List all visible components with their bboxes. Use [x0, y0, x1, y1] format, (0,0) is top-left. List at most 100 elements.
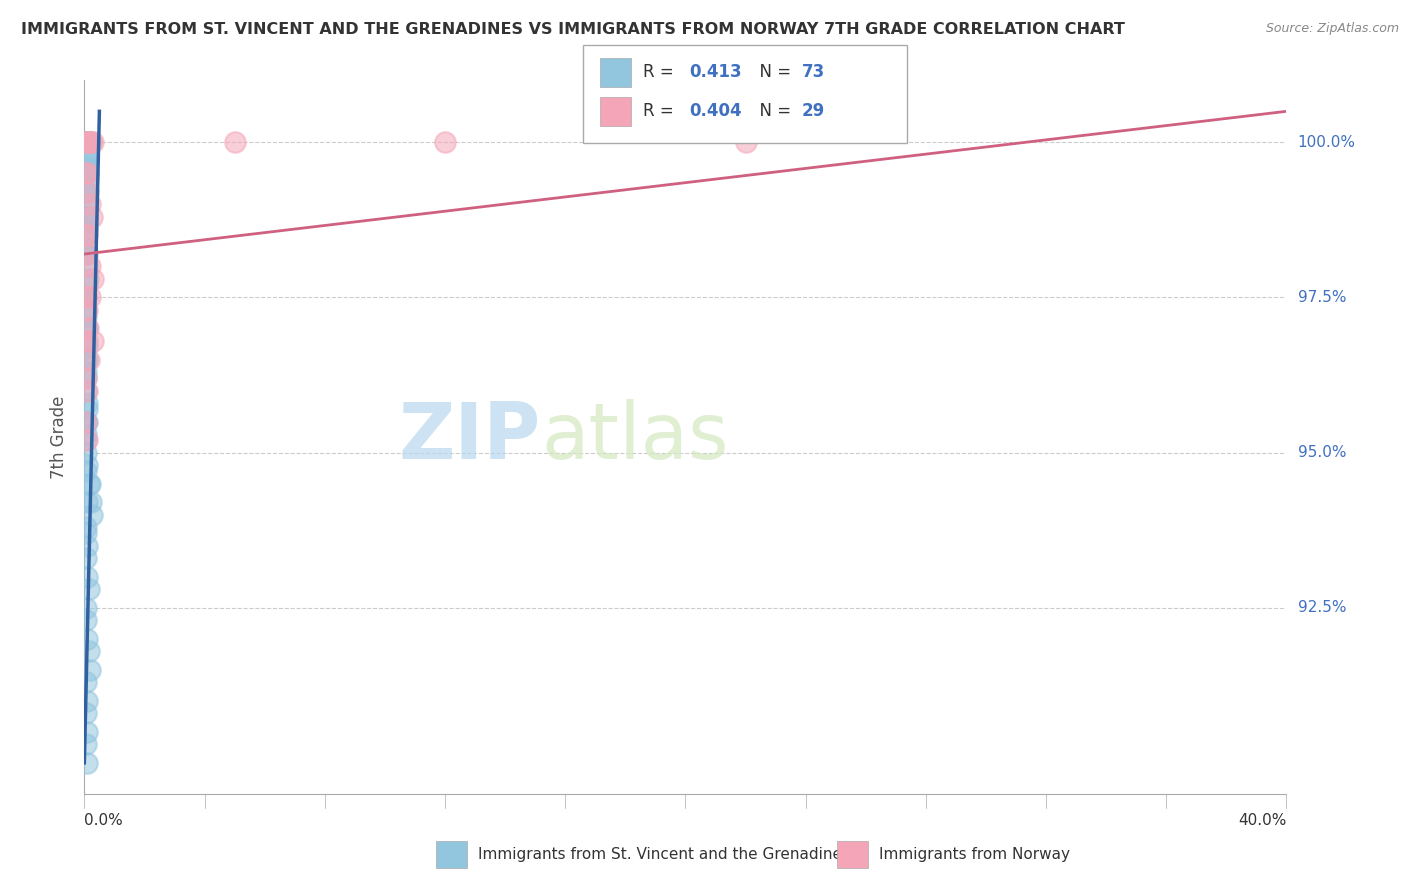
- Text: R =: R =: [643, 63, 679, 81]
- Point: [75, 302, 97, 317]
- Point: [77, 166, 100, 180]
- Point: [75, 384, 97, 398]
- Point: [76, 136, 98, 150]
- Point: [75, 178, 97, 193]
- Text: R =: R =: [643, 103, 679, 120]
- Y-axis label: 7th Grade: 7th Grade: [49, 395, 67, 479]
- Point: [79, 260, 101, 274]
- Point: [76, 136, 98, 150]
- Point: [75, 247, 97, 261]
- Point: [75, 427, 97, 442]
- Text: 73: 73: [801, 63, 825, 81]
- Point: [75, 464, 97, 478]
- Point: [76, 539, 98, 553]
- Point: [79, 197, 101, 211]
- Point: [76, 415, 98, 429]
- Text: Source: ZipAtlas.com: Source: ZipAtlas.com: [1265, 22, 1399, 36]
- Text: 97.5%: 97.5%: [1298, 290, 1346, 305]
- Point: [75, 136, 97, 150]
- Point: [75, 706, 97, 721]
- Point: [75, 147, 97, 161]
- Text: IMMIGRANTS FROM ST. VINCENT AND THE GRENADINES VS IMMIGRANTS FROM NORWAY 7TH GRA: IMMIGRANTS FROM ST. VINCENT AND THE GREN…: [21, 22, 1125, 37]
- Point: [75, 136, 97, 150]
- Point: [77, 644, 100, 658]
- Text: N =: N =: [749, 103, 797, 120]
- Point: [76, 570, 98, 584]
- Point: [224, 136, 246, 150]
- Point: [80, 136, 103, 150]
- Point: [75, 197, 97, 211]
- Point: [77, 272, 100, 286]
- Text: N =: N =: [749, 63, 797, 81]
- Point: [76, 724, 98, 739]
- Point: [75, 433, 97, 447]
- Point: [75, 241, 97, 255]
- Point: [75, 371, 97, 385]
- Point: [75, 321, 97, 335]
- Point: [80, 495, 103, 509]
- Point: [76, 166, 98, 180]
- Text: 29: 29: [801, 103, 825, 120]
- Text: Immigrants from St. Vincent and the Grenadines: Immigrants from St. Vincent and the Gren…: [478, 847, 851, 862]
- Text: 0.404: 0.404: [689, 103, 741, 120]
- Point: [75, 166, 97, 180]
- Point: [82, 272, 104, 286]
- Point: [76, 384, 98, 398]
- Point: [77, 352, 100, 367]
- Point: [75, 136, 97, 150]
- Point: [734, 136, 756, 150]
- Point: [76, 260, 98, 274]
- Point: [76, 756, 98, 770]
- Point: [76, 278, 98, 293]
- Point: [76, 340, 98, 354]
- Point: [76, 433, 98, 447]
- Point: [76, 185, 98, 199]
- Point: [76, 396, 98, 410]
- Point: [75, 737, 97, 751]
- Point: [75, 551, 97, 566]
- Point: [77, 185, 100, 199]
- Point: [434, 136, 457, 150]
- Point: [77, 136, 100, 150]
- Text: atlas: atlas: [541, 399, 728, 475]
- Point: [76, 632, 98, 646]
- Text: 0.413: 0.413: [689, 63, 741, 81]
- Point: [77, 136, 100, 150]
- Point: [79, 476, 101, 491]
- Point: [82, 136, 104, 150]
- Point: [75, 210, 97, 224]
- Point: [80, 210, 103, 224]
- Point: [79, 663, 101, 677]
- Point: [75, 600, 97, 615]
- Point: [75, 613, 97, 627]
- Point: [79, 136, 101, 150]
- Point: [76, 334, 98, 348]
- Text: ZIP: ZIP: [399, 399, 541, 475]
- Point: [75, 228, 97, 243]
- Point: [75, 352, 97, 367]
- Point: [82, 508, 104, 522]
- Point: [75, 415, 97, 429]
- Text: 40.0%: 40.0%: [1239, 814, 1286, 828]
- Point: [76, 247, 98, 261]
- Point: [75, 247, 97, 261]
- Point: [76, 321, 98, 335]
- Text: 100.0%: 100.0%: [1298, 135, 1355, 150]
- Point: [76, 458, 98, 472]
- Point: [79, 290, 101, 304]
- Point: [75, 675, 97, 690]
- Point: [76, 160, 98, 174]
- Point: [79, 136, 101, 150]
- Point: [75, 290, 97, 304]
- Point: [76, 210, 98, 224]
- Point: [75, 526, 97, 541]
- Point: [76, 402, 98, 417]
- Point: [75, 166, 97, 180]
- Point: [75, 415, 97, 429]
- Point: [75, 309, 97, 323]
- Point: [82, 334, 104, 348]
- Point: [75, 290, 97, 304]
- Point: [76, 495, 98, 509]
- Point: [75, 365, 97, 379]
- Text: 92.5%: 92.5%: [1298, 600, 1346, 615]
